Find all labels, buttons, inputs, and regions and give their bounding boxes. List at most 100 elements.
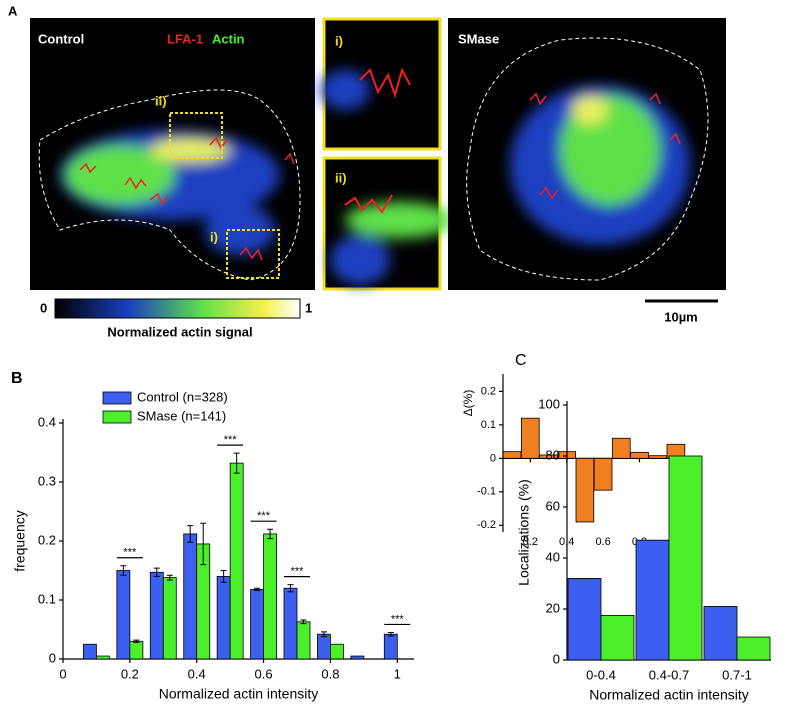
bar bbox=[703, 606, 738, 661]
image-shape bbox=[60, 130, 280, 255]
error-bar bbox=[220, 570, 227, 583]
panel-label: A bbox=[8, 3, 18, 18]
error-bar bbox=[287, 584, 294, 593]
bar bbox=[216, 576, 231, 660]
bar bbox=[129, 640, 144, 660]
panel-label: C bbox=[515, 352, 527, 369]
y-axis-label: Localizations (%) bbox=[516, 479, 532, 586]
roi-label: ii) bbox=[155, 93, 167, 108]
colorbar-max: 1 bbox=[305, 300, 312, 315]
image-shape bbox=[320, 70, 370, 110]
x-tick-label: 0.7-1 bbox=[722, 667, 752, 682]
error-bar bbox=[320, 631, 327, 638]
x-tick-label: 0.8 bbox=[321, 666, 339, 681]
smase-image bbox=[448, 18, 726, 290]
y-tick-label: 0.4 bbox=[38, 414, 56, 429]
image-shape bbox=[330, 202, 455, 285]
image-shape bbox=[79, 136, 295, 261]
channel-label: Actin bbox=[212, 31, 245, 46]
image-shape bbox=[510, 85, 690, 245]
x-tick-label: 0-0.4 bbox=[586, 667, 616, 682]
image-shape bbox=[149, 192, 169, 206]
bar bbox=[229, 462, 244, 660]
error-bar bbox=[153, 567, 160, 577]
bar bbox=[83, 643, 97, 660]
significance-label: *** bbox=[391, 613, 405, 625]
bar bbox=[521, 417, 540, 459]
channel-label: LFA-1 bbox=[167, 31, 203, 46]
bar bbox=[149, 571, 164, 660]
roi-label: i) bbox=[210, 229, 218, 244]
image-shape bbox=[79, 162, 97, 174]
x-axis-label: Normalized actin intensity bbox=[159, 686, 319, 702]
bar bbox=[296, 621, 311, 660]
legend-swatch bbox=[102, 410, 132, 424]
image-shape bbox=[539, 186, 559, 200]
scale-bar-label: 10µm bbox=[664, 309, 698, 324]
bar bbox=[162, 577, 177, 660]
image-shape bbox=[209, 136, 228, 150]
image-shape bbox=[38, 89, 301, 281]
bar bbox=[736, 636, 771, 661]
error-bar bbox=[300, 619, 307, 625]
bar bbox=[383, 633, 398, 660]
image-shape bbox=[65, 145, 175, 205]
y-tick-label: 20 bbox=[546, 600, 560, 615]
x-tick-label: 0.6 bbox=[595, 536, 610, 548]
colorbar bbox=[54, 298, 301, 319]
colorbar-label: Normalized actin signal bbox=[107, 324, 252, 339]
bar bbox=[612, 437, 631, 459]
y-tick-label: 0 bbox=[490, 452, 496, 464]
y-axis-label: Δ(%) bbox=[461, 390, 475, 417]
error-bar bbox=[233, 452, 240, 474]
image-shape bbox=[124, 176, 147, 190]
y-tick-label: 0.2 bbox=[481, 385, 496, 397]
y-axis-label: frequency bbox=[12, 510, 28, 571]
x-tick-label: 0.4-0.7 bbox=[649, 667, 689, 682]
bar bbox=[575, 457, 595, 523]
bar bbox=[502, 451, 522, 459]
error-bar bbox=[120, 565, 127, 576]
inset-label: ii) bbox=[335, 170, 347, 185]
error-bar bbox=[187, 525, 194, 543]
bar bbox=[183, 533, 198, 660]
error-bar bbox=[133, 639, 140, 643]
x-tick-label: 0.2 bbox=[121, 666, 139, 681]
image-shape bbox=[330, 235, 390, 285]
bar bbox=[567, 578, 602, 661]
y-tick-label: 60 bbox=[546, 498, 560, 513]
significance-label: *** bbox=[224, 434, 238, 446]
bar bbox=[593, 457, 613, 491]
y-tick-label: 80 bbox=[546, 447, 560, 462]
image-shape bbox=[359, 67, 411, 99]
image-shape bbox=[239, 246, 263, 261]
inset-images bbox=[320, 17, 455, 291]
y-tick-label: 0.3 bbox=[38, 473, 56, 488]
significance-label: *** bbox=[291, 566, 305, 578]
y-tick-label: -0.2 bbox=[477, 519, 496, 531]
x-tick-label: 1 bbox=[394, 666, 401, 681]
bar bbox=[635, 539, 670, 661]
image-label: Control bbox=[38, 31, 84, 46]
image-shape bbox=[669, 132, 681, 145]
bar bbox=[600, 614, 635, 661]
bar bbox=[350, 655, 365, 660]
significance-label: *** bbox=[123, 547, 137, 559]
image-shape bbox=[466, 37, 709, 281]
error-bar bbox=[200, 522, 207, 566]
image-shape bbox=[345, 202, 455, 238]
inset-label: i) bbox=[335, 33, 343, 48]
image-shape bbox=[226, 229, 280, 279]
y-tick-label: 40 bbox=[546, 549, 560, 564]
image-shape bbox=[320, 70, 370, 110]
bar bbox=[250, 588, 264, 660]
y-tick-label: 0.1 bbox=[38, 591, 56, 606]
error-bar bbox=[166, 574, 173, 581]
image-shape bbox=[284, 152, 295, 165]
bar bbox=[263, 533, 277, 660]
bar bbox=[668, 455, 703, 661]
bar bbox=[539, 454, 558, 459]
x-tick-label: 0.4 bbox=[188, 666, 206, 681]
y-tick-label: 0 bbox=[553, 651, 560, 666]
